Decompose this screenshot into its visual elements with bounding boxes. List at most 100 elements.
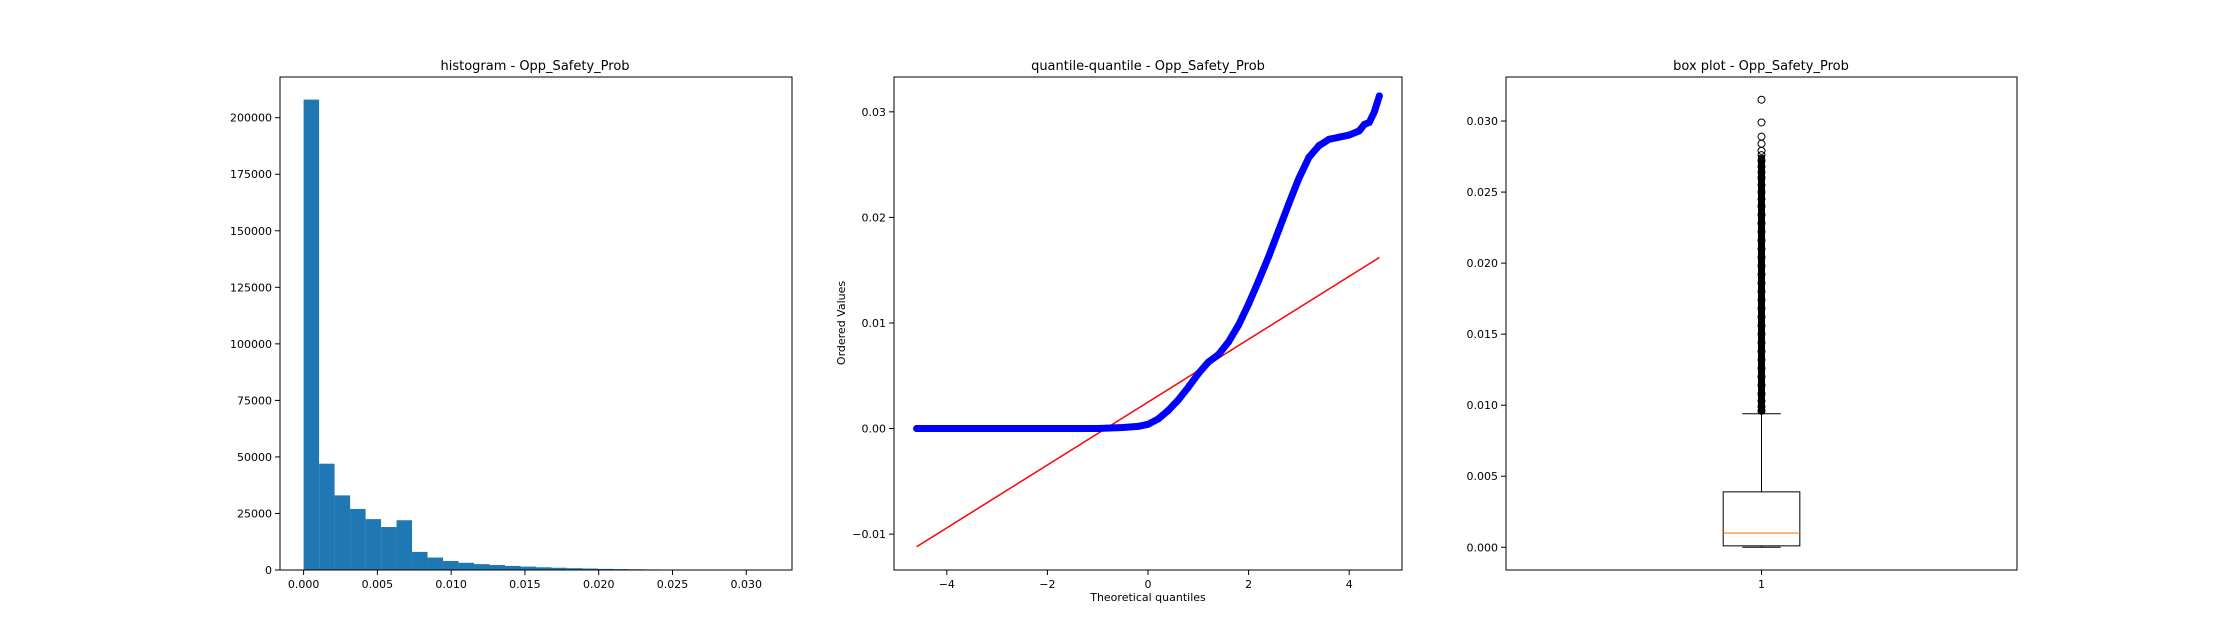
qq-point	[1265, 253, 1272, 260]
y-tick-label: 0.01	[862, 317, 887, 330]
qq-point	[1346, 132, 1353, 139]
qq-point	[1295, 175, 1302, 182]
qq-point	[1205, 359, 1212, 366]
histogram-bar	[474, 564, 489, 570]
boxplot-panel: box plot - Opp_Safety_Prob 0.000 0.005 0.0…	[1467, 59, 2018, 591]
histogram-bar	[459, 563, 474, 570]
histogram-bar	[366, 519, 381, 570]
histogram-panel: histogram - Opp_Safety_Prob 0 25000 50000 7…	[230, 59, 792, 591]
qq-point	[994, 425, 1001, 432]
histogram-bar	[521, 567, 536, 570]
box-outlier	[1758, 96, 1765, 103]
qq-xlabel: Theoretical quantiles	[1089, 591, 1206, 604]
histogram-bar	[443, 561, 458, 570]
qq-point	[1235, 322, 1242, 329]
qq-point	[1356, 127, 1363, 134]
qq-point	[1316, 142, 1323, 149]
y-tick-label: 75000	[237, 394, 272, 407]
y-tick-label: 25000	[237, 507, 272, 520]
qq-point	[913, 425, 920, 432]
qq-point	[1376, 93, 1383, 100]
y-tick-label: 0.005	[1467, 470, 1499, 483]
qq-point	[1094, 425, 1101, 432]
qq-point	[1175, 397, 1182, 404]
qq-point	[1366, 119, 1373, 126]
box-outlier	[1758, 133, 1765, 140]
qq-point	[1336, 134, 1343, 141]
histogram-bar	[335, 495, 350, 570]
qq-point	[1119, 424, 1126, 431]
y-tick-label: −0.01	[852, 528, 886, 541]
qq-point	[1245, 300, 1252, 307]
qq-point	[1165, 407, 1172, 414]
qq-point	[1275, 227, 1282, 234]
boxplot-title: box plot - Opp_Safety_Prob	[1673, 59, 1849, 74]
x-tick-label: 0	[1145, 578, 1152, 591]
y-tick-label: 150000	[230, 225, 272, 238]
x-tick-label: −4	[939, 578, 955, 591]
qq-point	[1255, 277, 1262, 284]
qq-point	[1215, 351, 1222, 358]
qq-point	[1044, 425, 1051, 432]
histogram-bar	[490, 565, 505, 570]
y-tick-label: 0.000	[1467, 541, 1499, 554]
x-tick-label: 0.010	[435, 578, 467, 591]
qq-point	[938, 425, 945, 432]
histogram-bar	[350, 509, 365, 570]
y-tick-label: 0.030	[1467, 115, 1499, 128]
qq-point	[968, 425, 975, 432]
histogram-bar	[505, 566, 520, 570]
qq-point	[1185, 384, 1192, 391]
x-tick-label: −2	[1039, 578, 1055, 591]
box-iqr	[1723, 492, 1800, 546]
qq-point	[1305, 154, 1312, 161]
box-outlier	[1758, 119, 1765, 126]
qq-fit-line	[917, 258, 1380, 547]
qq-panel: quantile-quantile - Opp_Safety_Prob −0.0…	[835, 59, 1402, 604]
y-tick-label: 0.02	[862, 211, 887, 224]
x-tick-label: 0.000	[288, 578, 320, 591]
qq-point	[1371, 108, 1378, 115]
y-tick-label: 0.020	[1467, 257, 1499, 270]
qq-point	[1134, 423, 1141, 430]
y-tick-label: 0.015	[1467, 328, 1499, 341]
histogram-bar	[319, 464, 334, 570]
qq-point	[1155, 416, 1162, 423]
histogram-bar	[304, 100, 319, 570]
qq-point	[1145, 421, 1152, 428]
qq-point	[1195, 370, 1202, 377]
qq-point	[1285, 200, 1292, 207]
histogram-bar	[428, 558, 443, 570]
y-tick-label: 0.03	[862, 106, 887, 119]
y-tick-label: 0.010	[1467, 399, 1499, 412]
qq-axes-frame	[894, 77, 1402, 570]
y-tick-label: 0.00	[862, 423, 887, 436]
y-tick-label: 50000	[237, 451, 272, 464]
x-tick-label: 0.005	[362, 578, 394, 591]
qq-point	[928, 425, 935, 432]
y-tick-label: 100000	[230, 338, 272, 351]
qq-sample-band	[917, 96, 1380, 429]
y-tick-label: 0.025	[1467, 186, 1499, 199]
qq-title: quantile-quantile - Opp_Safety_Prob	[1031, 59, 1265, 74]
box-outlier	[1758, 140, 1765, 147]
y-tick-label: 125000	[230, 281, 272, 294]
x-tick-label: 2	[1245, 578, 1252, 591]
histogram-axes-frame	[280, 77, 792, 570]
histogram-title: histogram - Opp_Safety_Prob	[440, 59, 629, 74]
qq-point	[1225, 338, 1232, 345]
qq-ylabel: Ordered Values	[835, 281, 848, 365]
y-tick-label: 175000	[230, 168, 272, 181]
x-tick-label: 0.015	[509, 578, 541, 591]
qq-point	[1019, 425, 1026, 432]
y-tick-label: 200000	[230, 112, 272, 125]
histogram-bar	[412, 552, 427, 570]
qq-point	[1326, 136, 1333, 143]
y-tick-label: 0	[265, 564, 272, 577]
x-tick-label: 1	[1758, 578, 1765, 591]
x-tick-label: 0.020	[583, 578, 615, 591]
x-tick-label: 0.025	[657, 578, 689, 591]
x-tick-label: 4	[1346, 578, 1353, 591]
histogram-bar	[397, 520, 412, 570]
